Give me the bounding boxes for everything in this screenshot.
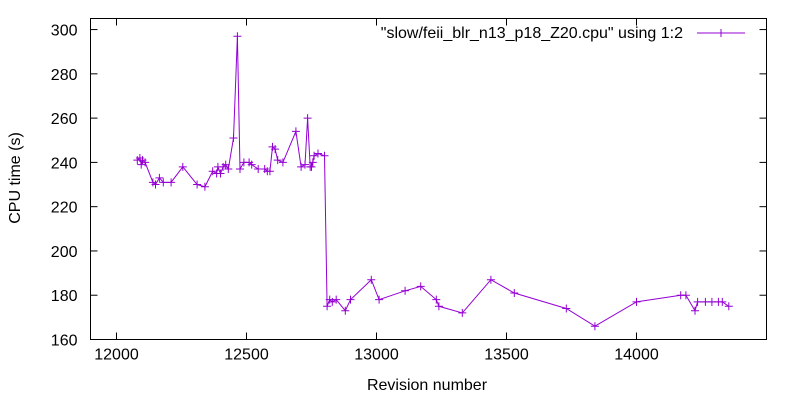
data-point (510, 289, 519, 298)
data-point (308, 158, 317, 167)
data-point (167, 178, 176, 187)
series-line (136, 36, 730, 327)
data-point (247, 160, 256, 169)
data-point (278, 158, 287, 167)
data-point (401, 286, 410, 295)
data-point (297, 162, 306, 171)
data-point (229, 134, 238, 143)
y-tick-label: 200 (51, 244, 78, 261)
data-point (367, 275, 376, 284)
data-point (320, 151, 329, 160)
data-point (273, 156, 282, 165)
data-point (236, 165, 244, 174)
x-tick-label: 13500 (484, 347, 529, 364)
data-point (458, 308, 467, 317)
data-point (332, 295, 341, 304)
x-tick-label: 14000 (614, 347, 659, 364)
y-axis: 160 180 200 220 240 260 280 300 (51, 23, 767, 350)
data-point (216, 169, 225, 178)
data-point (323, 302, 332, 311)
data-point (303, 114, 312, 123)
legend-marker (717, 29, 725, 37)
data-point (301, 160, 309, 169)
y-tick-label: 280 (51, 67, 78, 84)
data-point (151, 180, 160, 189)
legend-marker-plus (717, 29, 725, 37)
data-point (224, 165, 233, 174)
data-point (208, 167, 217, 176)
data-point (341, 306, 350, 315)
data-point (141, 158, 150, 167)
y-tick-label: 160 (51, 333, 78, 350)
x-tick-label: 12500 (224, 347, 269, 364)
x-axis: 12000 12500 13000 13500 14000 (94, 18, 659, 364)
data-point (375, 295, 384, 304)
data-point (718, 297, 727, 306)
legend-label: "slow/feii_blr_n13_p18_Z20.cpu" using 1:… (381, 25, 683, 42)
y-tick-label: 300 (51, 23, 78, 40)
data-point (178, 162, 187, 171)
data-point (562, 304, 571, 313)
data-point (193, 180, 202, 189)
data-point (200, 182, 209, 191)
y-tick-label: 240 (51, 155, 78, 172)
data-point (590, 322, 599, 331)
x-tick-label: 12000 (94, 347, 139, 364)
data-point (724, 302, 733, 311)
data-point (681, 291, 690, 300)
data-point (221, 160, 230, 169)
data-point (310, 151, 319, 160)
y-axis-label: CPU time (s) (7, 132, 24, 224)
data-point (486, 275, 495, 284)
data-point (233, 32, 242, 41)
data-point (314, 149, 322, 158)
series-layer (133, 32, 733, 331)
data-point (307, 162, 316, 171)
x-tick-label: 13000 (354, 347, 399, 364)
legend: "slow/feii_blr_n13_p18_Z20.cpu" using 1:… (381, 25, 745, 42)
data-point (691, 306, 699, 315)
y-tick-label: 220 (51, 200, 78, 217)
data-point (346, 295, 355, 304)
data-point (632, 297, 641, 306)
x-axis-label: Revision number (367, 377, 488, 394)
y-tick-label: 180 (51, 288, 78, 305)
data-point (432, 295, 441, 304)
data-point (271, 145, 280, 154)
plot-frame (90, 18, 767, 340)
data-point (159, 178, 168, 187)
data-point (155, 173, 164, 182)
y-tick-label: 260 (51, 111, 78, 128)
data-point (265, 167, 274, 176)
data-point (434, 302, 443, 311)
data-point (416, 282, 425, 291)
data-point (291, 127, 300, 136)
data-point (693, 297, 702, 306)
